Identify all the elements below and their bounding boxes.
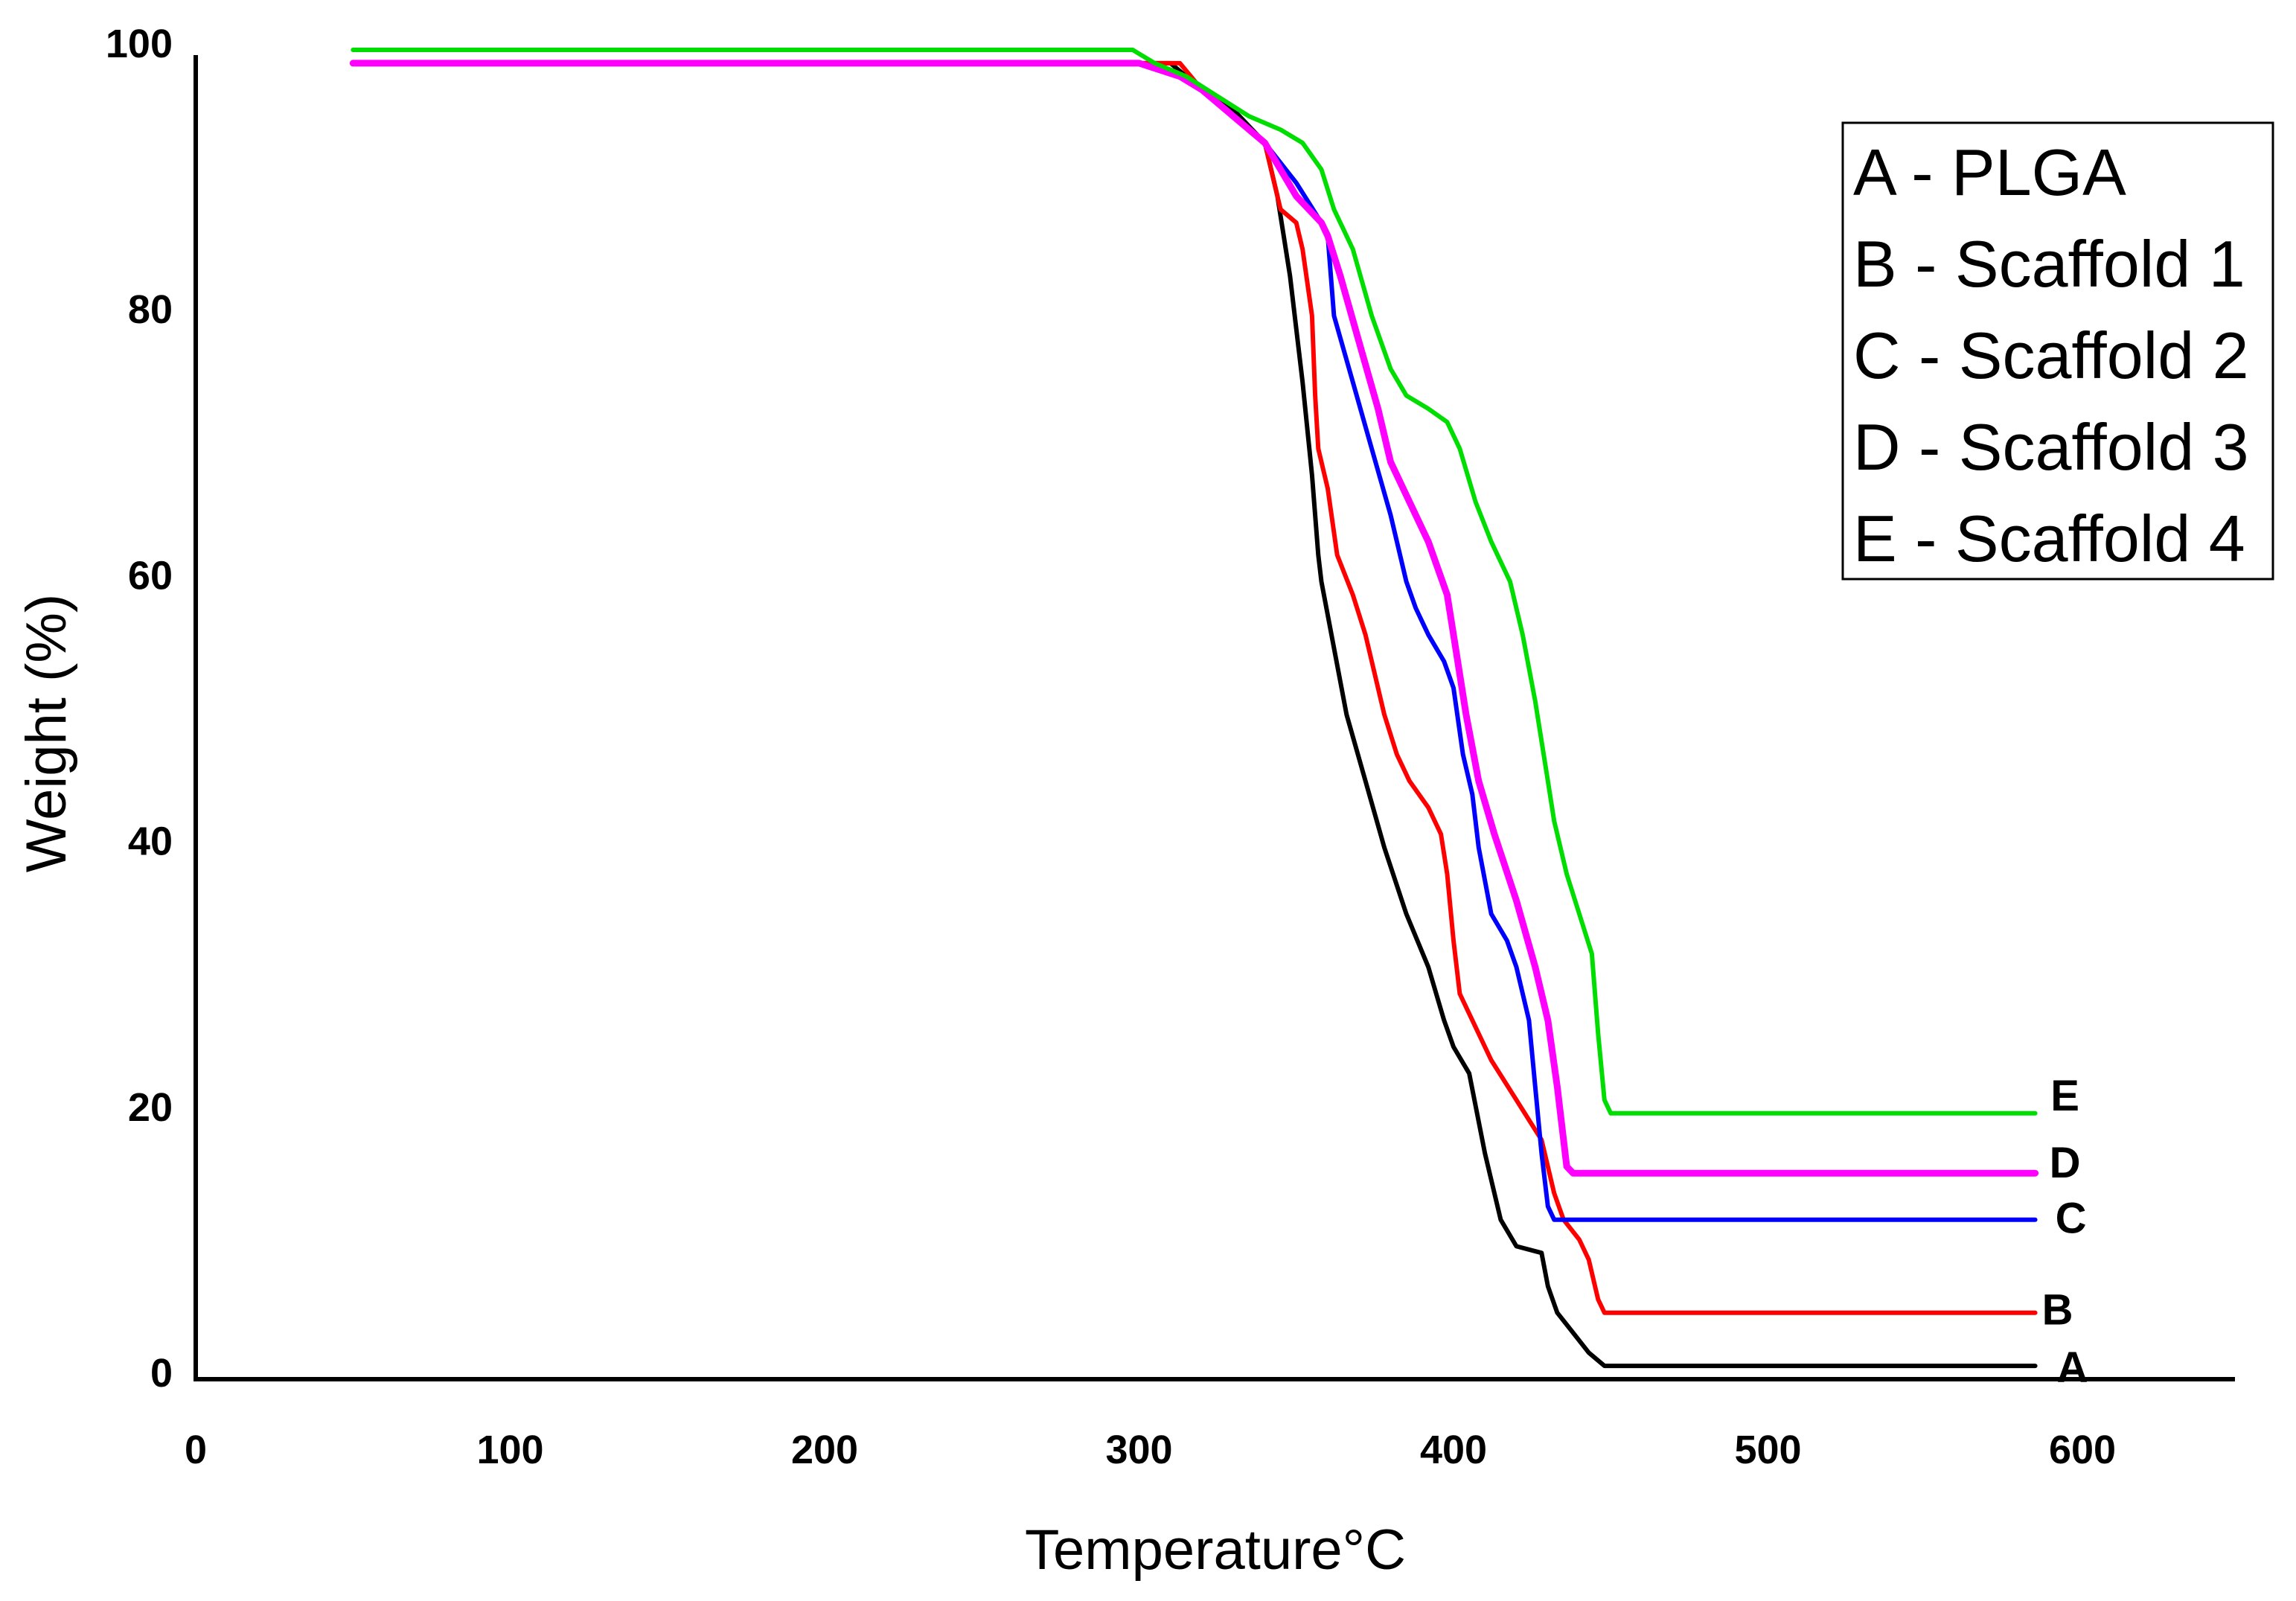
- x-tick-label: 600: [2049, 1428, 2116, 1472]
- series-end-label: C: [2056, 1195, 2087, 1243]
- series-end-label: A: [2057, 1343, 2088, 1392]
- series-line-d: [349, 60, 2039, 1177]
- x-tick-label: 500: [1734, 1428, 1801, 1472]
- x-tick-label: 0: [185, 1428, 207, 1472]
- series-end-label: E: [2050, 1072, 2079, 1120]
- x-tick-label: 100: [476, 1428, 543, 1472]
- y-tick-label: 100: [106, 22, 173, 66]
- y-tick-label: 80: [128, 287, 173, 332]
- series-layer: [349, 48, 2039, 1369]
- legend-items: A - PLGA B - Scaffold 1 C - Scaffold 2 D - …: [1853, 135, 2249, 575]
- x-tick-label: 400: [1420, 1428, 1487, 1472]
- y-tick-label: 20: [128, 1085, 173, 1130]
- legend: A - PLGA B - Scaffold 1 C - Scaffold 2 D - …: [1841, 121, 2274, 581]
- series-end-label: B: [2042, 1286, 2073, 1335]
- series-line-e: [351, 48, 2038, 1116]
- legend-entry: A - PLGA: [1853, 135, 2126, 209]
- y-axis-title: Weight (%): [15, 594, 78, 872]
- y-tick-label: 40: [128, 819, 173, 864]
- x-axis-title: Temperature°C: [1025, 1518, 1406, 1582]
- legend-entry: E - Scaffold 4: [1853, 502, 2245, 575]
- series-line-b: [351, 60, 2038, 1315]
- legend-entry: D - Scaffold 3: [1853, 410, 2249, 484]
- series-end-label: D: [2050, 1139, 2081, 1187]
- y-tick-label: 0: [150, 1351, 173, 1396]
- legend-entry: B - Scaffold 1: [1853, 227, 2245, 301]
- x-tick-labels: 0 100 200 300 400 500 600: [185, 1428, 2116, 1472]
- x-tick-label: 200: [791, 1428, 858, 1472]
- legend-entry: C - Scaffold 2: [1853, 319, 2249, 392]
- y-tick-labels: 0 20 40 60 80 100: [106, 22, 173, 1396]
- x-tick-label: 300: [1105, 1428, 1172, 1472]
- legend-box: [1841, 121, 2274, 581]
- y-tick-label: 60: [128, 553, 173, 598]
